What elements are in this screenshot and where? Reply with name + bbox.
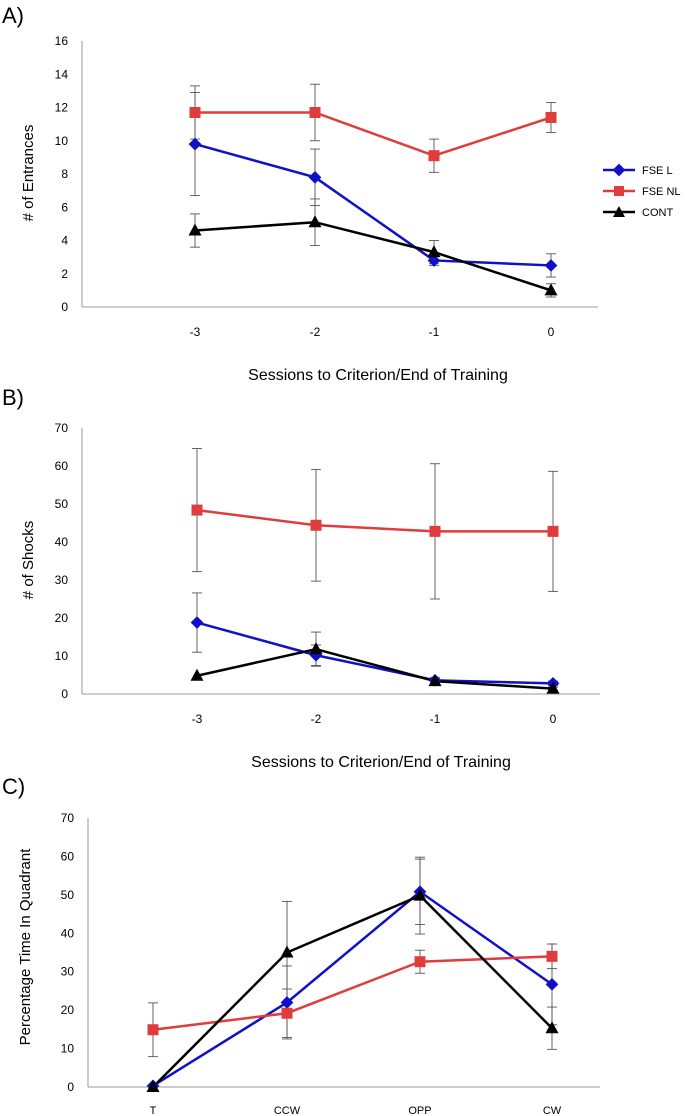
panel-b-point-cont — [309, 642, 323, 655]
panel-b-ytick-label: 50 — [55, 497, 69, 511]
panel-c-ytick-label: 70 — [61, 811, 75, 825]
panel-c-point-fse-nl — [281, 1007, 293, 1019]
panel-b-ytick-label: 30 — [55, 573, 69, 587]
panel-a-point-cont — [427, 245, 441, 258]
panel-a-line-fse-l — [194, 142, 552, 267]
panel-b-xtick-label: -3 — [192, 712, 203, 726]
panel-a-xtick-label: -3 — [190, 325, 201, 339]
panel-b-point-fse-nl — [191, 504, 203, 516]
panel-c-ytick-label: 10 — [61, 1042, 75, 1056]
panel-b-ylabel: # of Shocks — [20, 521, 37, 599]
panel-a-ytick-label: 8 — [61, 167, 68, 181]
panel-c-point-fse-nl — [414, 956, 426, 968]
legend-label-fse-nl: FSE NL — [642, 186, 681, 198]
panel-a-ylabel: # of Entrances — [20, 125, 37, 222]
panel-c-ylabel: Percentage Time In Quadrant — [17, 848, 34, 1046]
legend-label-fse-l: FSE L — [642, 165, 673, 177]
panel-b-label: B) — [2, 385, 24, 410]
panel-a-ytick-label: 12 — [55, 101, 69, 115]
panel-b-xtick-label: -2 — [311, 712, 322, 726]
panel-b-ytick-label: 10 — [55, 649, 69, 663]
panel-a-plot: 0 2 4 6 8 10 12 14 16 -3 -2 -1 0 — [55, 34, 598, 339]
panel-a-label: A) — [2, 3, 24, 28]
panel-a-xtick-label: 0 — [548, 325, 555, 339]
panel-a-point-fse-nl — [189, 106, 201, 118]
panel-a-ytick-label: 14 — [55, 67, 69, 81]
panel-c-label: C) — [2, 774, 25, 799]
panel-c-line-cont — [152, 894, 553, 1088]
panel-a-point-cont — [188, 223, 202, 236]
panel-a-ytick-label: 6 — [61, 200, 68, 214]
panel-b-ytick-label: 70 — [55, 421, 69, 435]
panel-b-ytick-label: 40 — [55, 535, 69, 549]
panel-b-xlabel: Sessions to Criterion/End of Training — [251, 754, 511, 771]
panel-c-plot: 0 10 20 30 40 50 60 70 T CCW OPP CW — [61, 811, 600, 1116]
panel-b-line-fse-l — [196, 621, 554, 685]
panel-c-xtick-label: CW — [543, 1105, 562, 1116]
panel-a-ytick-label: 16 — [55, 34, 69, 48]
panel-b-ytick-label: 60 — [55, 459, 69, 473]
panel-a-ytick-label: 4 — [61, 234, 68, 248]
panel-b-xtick-label: 0 — [550, 712, 557, 726]
panel-c-ytick-label: 0 — [67, 1080, 74, 1094]
panel-a-xtick-label: -1 — [429, 325, 440, 339]
panel-c-ytick-label: 30 — [61, 965, 75, 979]
panel-a-ytick-label: 10 — [55, 134, 69, 148]
panel-a-line-cont — [194, 220, 552, 292]
panel-a-point-cont — [308, 215, 322, 228]
panel-a-point-fse-l — [188, 137, 202, 151]
panel-a-point-fse-nl — [428, 150, 440, 162]
panel-b-point-cont — [546, 681, 560, 694]
panel-b-ytick-label: 0 — [61, 687, 68, 701]
panel-b-xtick-label: -1 — [430, 712, 441, 726]
panel-b-point-cont — [428, 674, 442, 687]
panel-a-point-fse-l — [308, 170, 322, 184]
panel-a-ytick-label: 2 — [61, 267, 68, 281]
panel-c-line-fse-l — [152, 890, 553, 1087]
panel-c-ytick-label: 50 — [61, 888, 75, 902]
panel-a-point-fse-nl — [309, 106, 321, 118]
panel-c-point-cont — [146, 1080, 160, 1092]
panel-c-ytick-label: 20 — [61, 1003, 75, 1017]
legend-item-fse-l: FSE L — [603, 163, 673, 177]
panel-c-point-cont — [280, 945, 294, 958]
panel-a-point-fse-l — [427, 254, 441, 267]
panel-a-point-fse-l — [544, 259, 558, 272]
panel-b-point-fse-nl — [310, 519, 322, 531]
panel-c-point-cont — [413, 888, 427, 901]
panel-b-line-fse-nl — [196, 508, 553, 533]
panel-c-point-fse-nl — [147, 1024, 159, 1036]
legend: FSE L FSE NL CONT — [603, 163, 681, 219]
panel-a-point-cont — [544, 283, 558, 296]
legend-item-cont: CONT — [603, 206, 673, 219]
panel-b-plot: 0 10 20 30 40 50 60 70 -3 -2 -1 0 — [55, 421, 600, 726]
legend-item-fse-nl: FSE NL — [603, 186, 681, 198]
panel-c-xtick-label: T — [150, 1105, 157, 1116]
panel-a-ytick-label: 0 — [61, 300, 68, 314]
panel-a-xtick-label: -2 — [310, 325, 321, 339]
panel-b-point-cont — [190, 668, 204, 681]
panel-c-xtick-label: OPP — [408, 1105, 431, 1116]
panel-b-line-cont — [196, 647, 554, 690]
panel-a-point-fse-nl — [545, 111, 557, 123]
panel-b-point-fse-nl — [547, 525, 559, 537]
panel-a-xlabel: Sessions to Criterion/End of Training — [248, 367, 508, 384]
panel-b-point-fse-nl — [429, 525, 441, 537]
panel-c-point-fse-nl — [546, 950, 558, 962]
panel-b-point-fse-l — [190, 616, 204, 629]
panel-b-ytick-label: 20 — [55, 611, 69, 625]
panel-c-ytick-label: 60 — [61, 849, 75, 863]
panel-c-ytick-label: 40 — [61, 926, 75, 940]
panel-c-point-cont — [545, 1021, 559, 1034]
panel-a-line-fse-nl — [195, 111, 552, 158]
legend-label-cont: CONT — [642, 207, 673, 219]
panel-c-xtick-label: CCW — [274, 1105, 301, 1116]
